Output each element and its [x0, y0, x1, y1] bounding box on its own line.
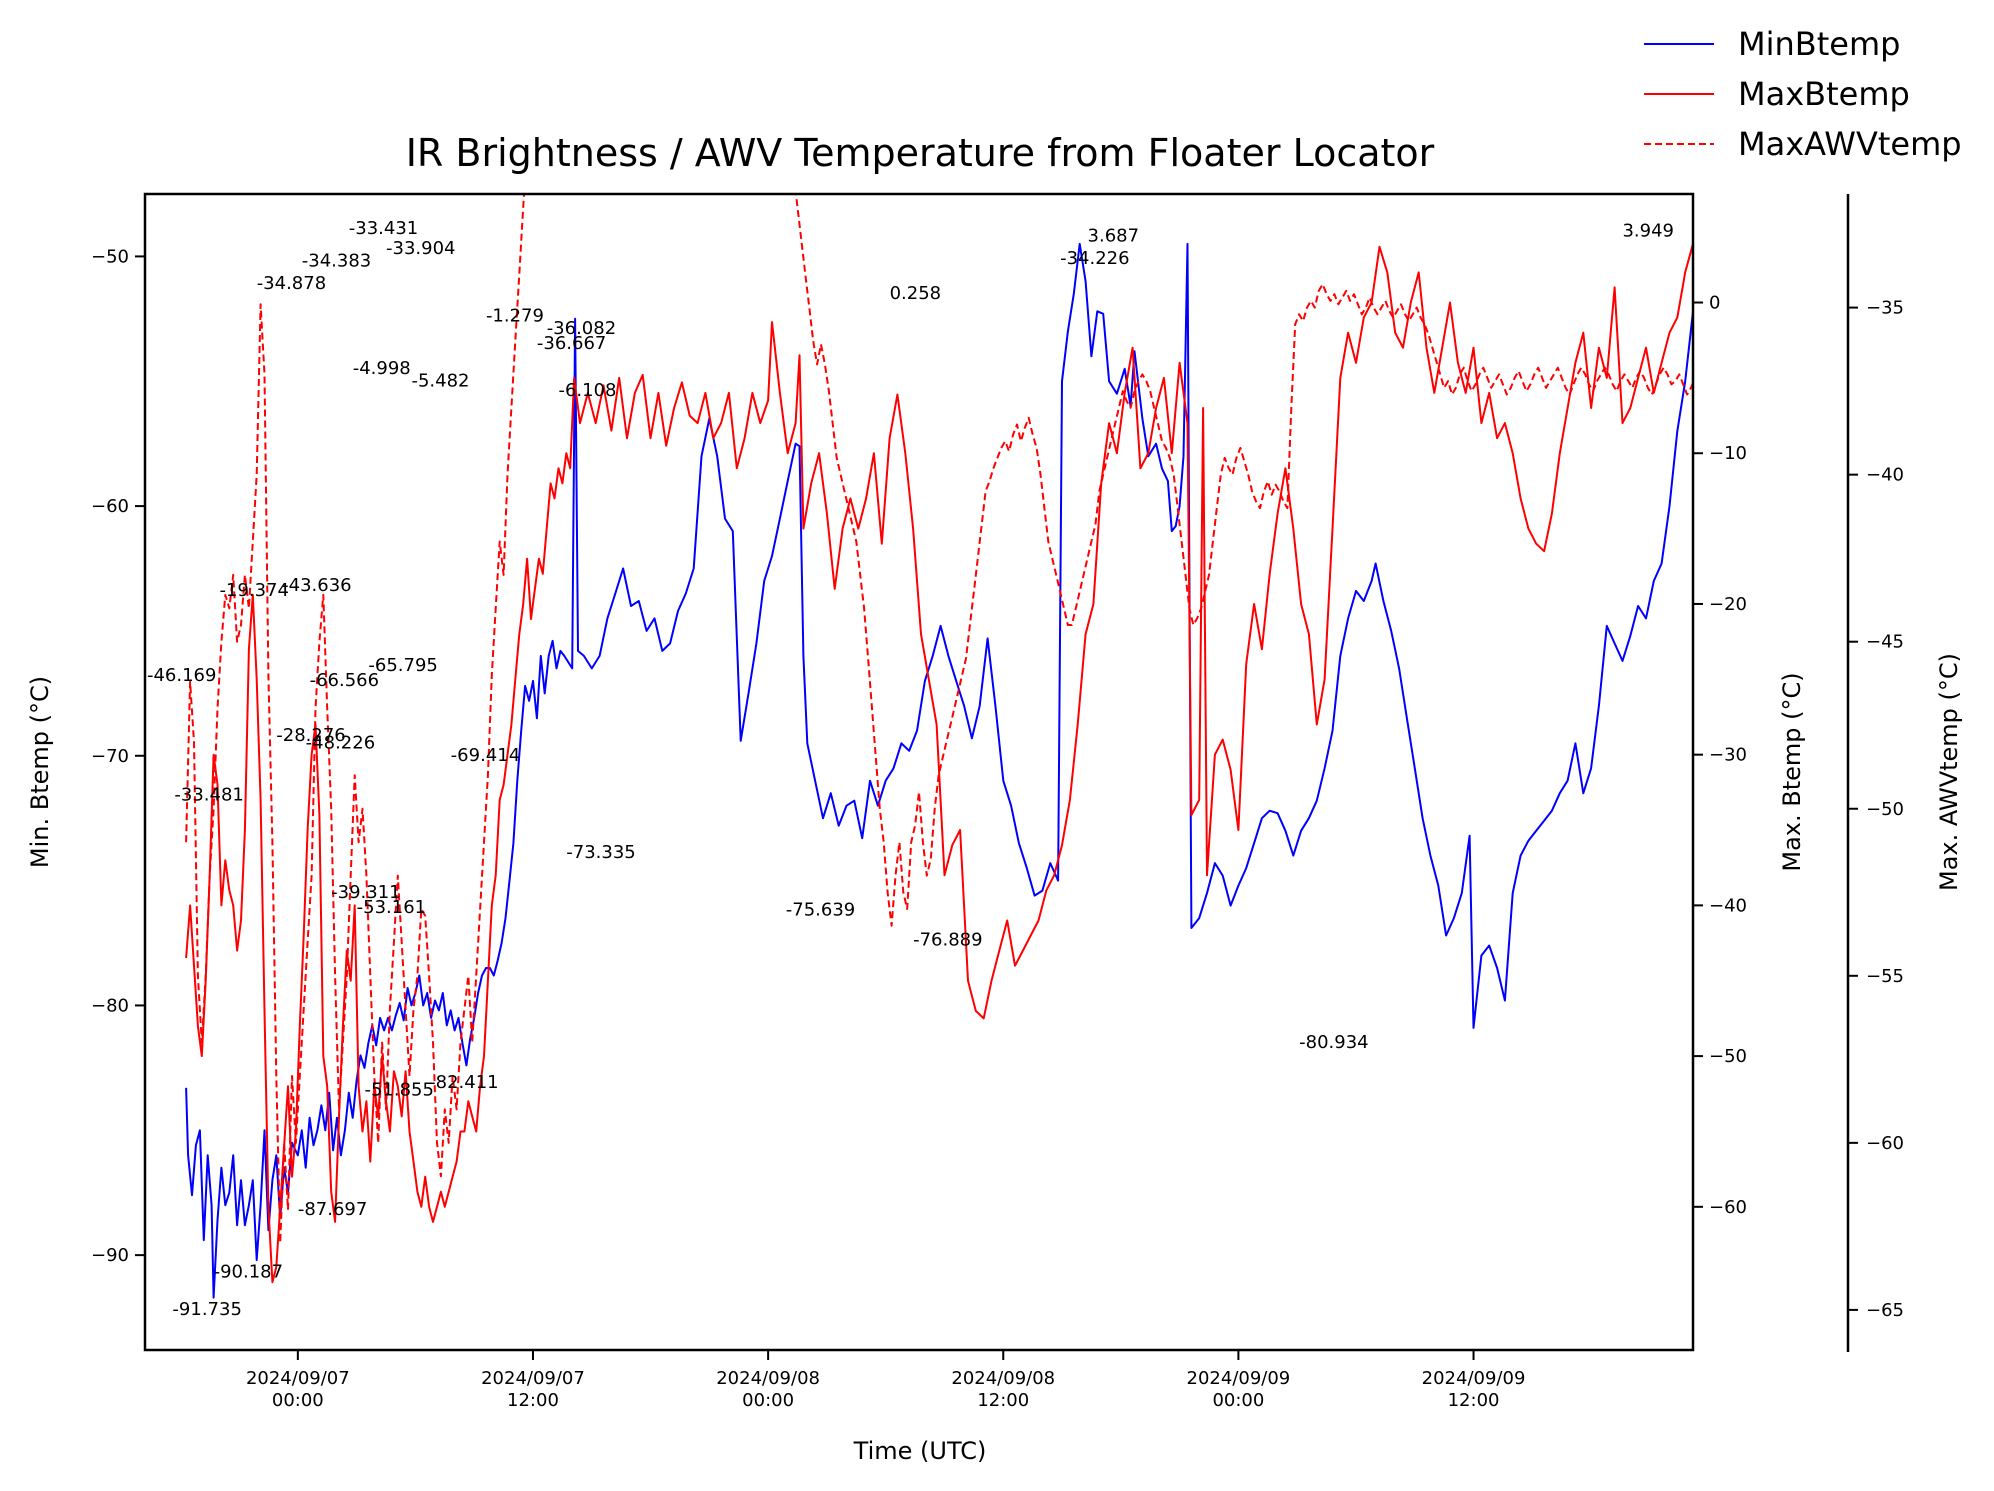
data-label: -34.878	[257, 273, 326, 294]
right-y-axis: 0 −10 −20 −30 −40 −50 −60	[1693, 293, 1747, 1218]
data-label: -82.411	[429, 1072, 498, 1093]
right-y-tick-label: −50	[1709, 1046, 1747, 1067]
data-label: -28.276	[276, 725, 345, 746]
data-label: -6.108	[558, 380, 616, 401]
legend: MinBtemp MaxBtemp MaxAWVtemp	[1644, 25, 1962, 163]
left-y-tick-label: −60	[91, 496, 129, 517]
data-label: -4.998	[353, 358, 411, 379]
x-axis: 2024/09/0700:002024/09/0712:002024/09/08…	[246, 1350, 1525, 1411]
left-y-tick-label: −90	[91, 1245, 129, 1266]
chart-title: IR Brightness / AWV Temperature from Flo…	[406, 131, 1435, 175]
data-label: -69.414	[451, 745, 520, 766]
x-tick-label-date: 2024/09/08	[716, 1368, 820, 1389]
data-label: -33.431	[349, 218, 418, 239]
data-label: -65.795	[368, 655, 437, 676]
data-label: -75.639	[786, 900, 855, 921]
data-label: -73.335	[566, 842, 635, 863]
data-label: -80.934	[1299, 1032, 1368, 1053]
data-label: 3.949	[1622, 220, 1674, 241]
x-tick-label-time: 12:00	[1448, 1390, 1500, 1411]
data-label: -53.161	[357, 897, 426, 918]
right-y-tick-label: −20	[1709, 594, 1747, 615]
legend-label-minbtemp: MinBtemp	[1738, 25, 1900, 63]
series-line-minbtemp	[185, 242, 1693, 1299]
right-y-tick-label: −30	[1709, 745, 1747, 766]
right2-y-tick-label: −40	[1866, 465, 1904, 486]
legend-label-maxbtemp: MaxBtemp	[1738, 75, 1910, 113]
right2-y-tick-label: −55	[1866, 966, 1904, 987]
right-y-tick-label: 0	[1709, 293, 1720, 314]
data-label: -51.855	[364, 1079, 433, 1100]
data-label: -34.383	[302, 250, 371, 271]
data-label: -1.279	[486, 305, 544, 326]
x-tick-label-time: 12:00	[977, 1390, 1029, 1411]
x-tick-label-date: 2024/09/08	[951, 1368, 1055, 1389]
data-label: 3.687	[1088, 225, 1140, 246]
right-y-tick-label: −40	[1709, 895, 1747, 916]
x-tick-label-time: 12:00	[507, 1390, 559, 1411]
data-label: -19.374	[219, 580, 288, 601]
data-label: -66.566	[310, 670, 379, 691]
x-tick-label-date: 2024/09/09	[1187, 1368, 1291, 1389]
x-tick-label-date: 2024/09/07	[481, 1368, 585, 1389]
data-label: -46.169	[147, 665, 216, 686]
right2-y-tick-label: −65	[1866, 1300, 1904, 1321]
data-label: -87.697	[298, 1199, 367, 1220]
data-label: -36.667	[537, 333, 606, 354]
data-label: -90.187	[214, 1262, 283, 1283]
x-tick-label-time: 00:00	[742, 1390, 794, 1411]
x-tick-label-time: 00:00	[272, 1390, 324, 1411]
left-y-tick-label: −80	[91, 995, 129, 1016]
data-label: -34.226	[1060, 248, 1129, 269]
annotations: -46.169 -33.481 -34.878 -19.374-43.636 -28.2…	[147, 218, 1674, 1320]
right-y-tick-label: −60	[1709, 1197, 1747, 1218]
plot-frame	[143, 192, 1695, 1352]
data-label: -43.636	[282, 575, 351, 596]
left-y-axis-label: Min. Btemp (°C)	[26, 676, 54, 868]
right-y-axis-label: Max. Btemp (°C)	[1778, 672, 1806, 871]
right2-y-tick-label: −45	[1866, 632, 1904, 653]
left-y-tick-label: −50	[91, 246, 129, 267]
series-layer	[185, 194, 1693, 1299]
data-label: -33.481	[174, 785, 243, 806]
left-y-tick-label: −70	[91, 746, 129, 767]
data-label: -48.226	[306, 732, 375, 753]
x-axis-label: Time (UTC)	[853, 1437, 987, 1465]
right2-y-tick-label: −60	[1866, 1133, 1904, 1154]
right-y-tick-label: −10	[1709, 443, 1747, 464]
data-label: -91.735	[172, 1299, 241, 1320]
right2-y-tick-label: −35	[1866, 298, 1904, 319]
series-line-maxbtemp	[185, 242, 1693, 1284]
data-label: 0.258	[890, 283, 942, 304]
series-line-maxawvtemp	[185, 194, 1693, 1245]
data-label: -5.482	[411, 370, 469, 391]
left-y-axis: −50 −60 −70 −80 −90	[91, 246, 145, 1266]
x-tick-label-time: 00:00	[1212, 1390, 1264, 1411]
x-tick-label-date: 2024/09/09	[1422, 1368, 1526, 1389]
x-tick-label-date: 2024/09/07	[246, 1368, 350, 1389]
legend-label-maxawvtemp: MaxAWVtemp	[1738, 125, 1962, 163]
right2-y-axis: −35 −40 −45 −50 −55 −60 −65	[1848, 298, 1904, 1321]
right2-y-axis-label: Max. AWVtemp (°C)	[1935, 653, 1963, 891]
data-label: -36.082	[547, 318, 616, 339]
data-label: -33.904	[386, 238, 455, 259]
data-label: -76.889	[913, 930, 982, 951]
right2-y-tick-label: −50	[1866, 799, 1904, 820]
data-label: -39.311	[331, 882, 400, 903]
